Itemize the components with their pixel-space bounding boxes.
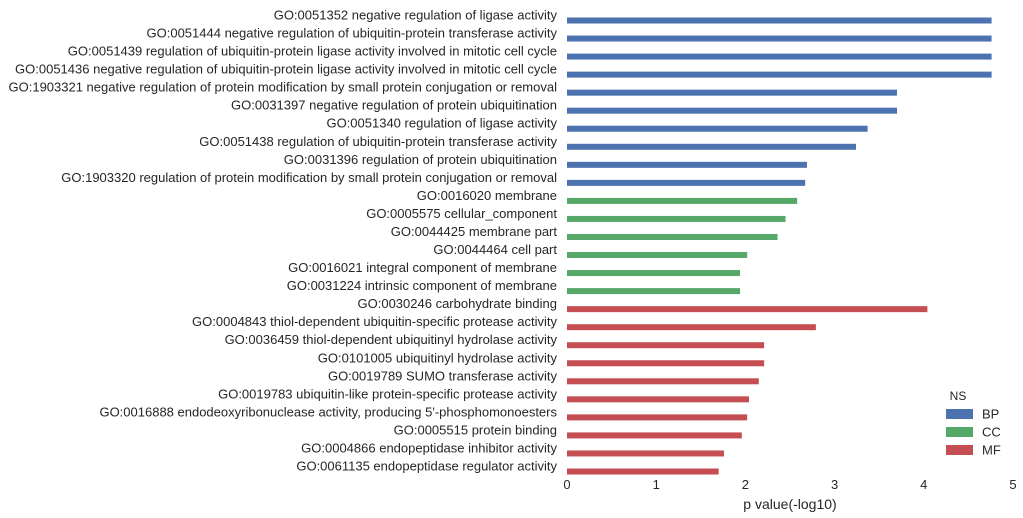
bar-bp [567,71,992,78]
x-tick-label: 0 [563,477,570,492]
category-label: GO:0051340 regulation of ligase activity [326,116,557,131]
category-label: GO:0051352 negative regulation of ligase… [274,8,558,23]
bar-cc [567,197,798,204]
bar-bp [567,35,992,42]
x-tick-label: 1 [653,477,660,492]
legend-swatch-cc [946,427,973,437]
legend-swatch-bp [946,409,973,419]
category-label: GO:0031396 regulation of protein ubiquit… [284,152,557,167]
category-label: GO:0004843 thiol-dependent ubiquitin-spe… [192,314,557,329]
bar-mf [567,324,816,331]
x-tick-label: 5 [1009,477,1016,492]
category-label: GO:0051436 negative regulation of ubiqui… [15,62,557,77]
category-label: GO:1903320 regulation of protein modific… [61,170,557,185]
x-axis-title: p value(-log10) [743,496,836,512]
bar-mf [567,342,765,349]
legend-swatch-mf [946,445,973,455]
category-labels: GO:0051352 negative regulation of ligase… [9,8,558,474]
bar-mf [567,450,724,457]
bar-mf [567,468,719,475]
category-label: GO:0016020 membrane [417,188,557,203]
bar-bp [567,143,857,150]
category-label: GO:1903321 negative regulation of protei… [9,80,558,95]
category-label: GO:0030246 carbohydrate binding [358,296,557,311]
category-label: GO:0051444 negative regulation of ubiqui… [147,26,558,41]
bar-bp [567,53,992,60]
category-label: GO:0016021 integral component of membran… [288,260,557,275]
bar-bp [567,179,806,186]
x-tick-label: 3 [831,477,838,492]
legend: NS BP CC MF [946,389,1001,458]
category-label: GO:0005515 protein binding [394,422,557,437]
category-label: GO:0004866 endopeptidase inhibitor activ… [301,440,557,455]
category-label: GO:0051438 regulation of ubiquitin-prote… [199,134,557,149]
bar-mf [567,378,759,385]
bar-cc [567,215,786,222]
bar-mf [567,396,749,403]
legend-title: NS [950,389,967,403]
category-label: GO:0031397 negative regulation of protei… [231,98,557,113]
category-label: GO:0031224 intrinsic component of membra… [287,278,557,293]
category-label: GO:0019789 SUMO transferase activity [328,368,558,383]
category-label: GO:0036459 thiol-dependent ubiquitinyl h… [225,332,558,347]
bar-bp [567,161,807,168]
category-label: GO:0044425 membrane part [391,224,558,239]
category-label: GO:0005575 cellular_component [366,206,557,221]
bar-cc [567,233,778,240]
legend-label-bp: BP [982,407,999,422]
bar-cc [567,252,748,259]
legend-label-mf: MF [982,443,1001,458]
category-label: GO:0061135 endopeptidase regulator activ… [296,459,557,474]
category-label: GO:0016888 endodeoxyribonuclease activit… [99,404,557,419]
bar-bp [567,89,898,96]
bar-mf [567,360,765,367]
category-label: GO:0051439 regulation of ubiquitin-prote… [68,44,557,59]
bars [567,17,992,475]
x-tick-label: 2 [742,477,749,492]
bar-bp [567,125,868,132]
bar-bp [567,107,898,114]
bar-mf [567,432,742,439]
category-label: GO:0101005 ubiquitinyl hydrolase activit… [318,350,558,365]
bar-mf [567,306,928,313]
bar-cc [567,270,741,277]
x-tick-label: 4 [920,477,927,492]
bar-cc [567,288,741,295]
category-label: GO:0019783 ubiquitin-like protein-specif… [218,386,557,401]
x-axis-ticks: 0 1 2 3 4 5 [563,477,1016,492]
bar-bp [567,17,992,24]
bar-mf [567,414,748,421]
category-label: GO:0044464 cell part [433,242,557,257]
legend-label-cc: CC [982,425,1001,440]
